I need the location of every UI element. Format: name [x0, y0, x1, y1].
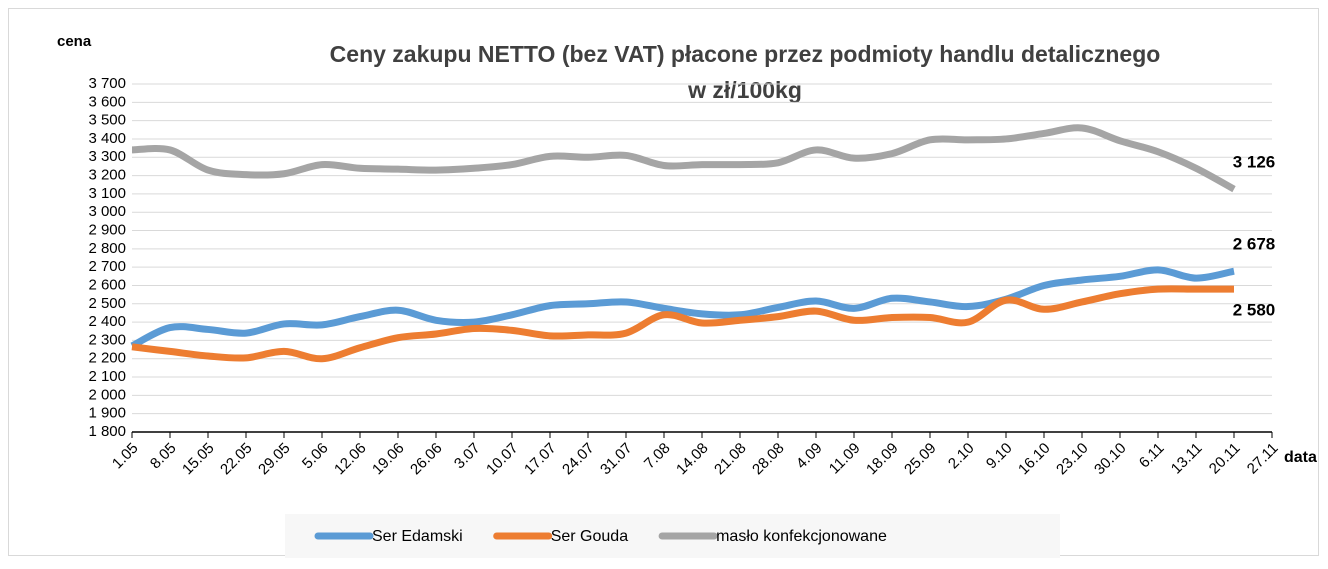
legend-label: Ser Edamski	[372, 528, 463, 545]
x-tick-label: 23.10	[1053, 440, 1092, 479]
x-tick-label: 15.05	[179, 440, 218, 479]
data-label: 3 126	[1233, 153, 1276, 172]
y-tick-label: 2 800	[88, 240, 126, 257]
x-tick-label: 19.06	[369, 440, 408, 479]
chart-frame	[8, 8, 1319, 556]
x-tick-label: 30.10	[1091, 440, 1130, 479]
x-tick-label: 9.10	[983, 440, 1016, 473]
x-tick-label: 11.09	[826, 440, 864, 478]
series-line	[131, 285, 1234, 363]
data-label: 2 580	[1233, 301, 1276, 320]
x-tick-label: 27.11	[1244, 440, 1282, 478]
y-tick-label: 2 700	[88, 258, 126, 275]
chart-title: Ceny zakupu NETTO (bez VAT) płacone prze…	[330, 41, 1161, 67]
legend-label: masło konfekcjonowane	[716, 528, 887, 545]
y-tick-label: 3 400	[88, 130, 126, 147]
series-line	[130, 266, 1235, 350]
y-tick-label: 2 200	[88, 350, 126, 367]
y-tick-label: 2 400	[88, 313, 126, 330]
x-tick-label: 29.05	[255, 440, 294, 479]
x-tick-label: 6.11	[1136, 440, 1168, 472]
y-tick-label: 3 200	[88, 167, 126, 184]
data-label: 2 678	[1233, 235, 1276, 254]
chart-subtitle: w zł/100kg	[687, 77, 802, 103]
x-tick-label: 17.07	[521, 440, 560, 479]
x-tick-label: 22.05	[217, 440, 256, 479]
x-tick-label: 8.05	[147, 440, 180, 473]
y-tick-label: 2 300	[88, 331, 126, 348]
y-tick-label: 2 500	[88, 295, 126, 312]
y-tick-label: 3 300	[88, 148, 126, 165]
y-tick-label: 1 800	[88, 423, 126, 440]
x-tick-label: 18.09	[863, 440, 902, 479]
x-tick-label: 4.09	[793, 440, 826, 473]
x-tick-label: 3.07	[451, 440, 484, 473]
series-line	[131, 124, 1236, 193]
x-tick-label: 2.10	[945, 440, 978, 473]
x-tick-label: 20.11	[1206, 440, 1244, 478]
x-tick-label: 21.08	[711, 440, 750, 479]
y-tick-label: 1 900	[88, 405, 126, 422]
legend-label: Ser Gouda	[551, 528, 628, 545]
x-tick-label: 28.08	[749, 440, 788, 479]
x-tick-label: 13.11	[1168, 440, 1206, 478]
y-tick-label: 3 700	[88, 75, 126, 92]
x-tick-label: 7.08	[641, 440, 674, 473]
x-tick-label: 14.08	[673, 440, 712, 479]
y-tick-label: 2 000	[88, 386, 126, 403]
y-tick-label: 3 500	[88, 112, 126, 129]
y-axis-label: cena	[57, 33, 92, 50]
y-tick-label: 3 600	[88, 93, 126, 110]
x-tick-label: 31.07	[597, 440, 636, 479]
y-tick-label: 2 600	[88, 276, 126, 293]
x-tick-label: 5.06	[299, 440, 332, 473]
x-tick-label: 26.06	[407, 440, 446, 479]
x-tick-label: 1.05	[109, 440, 142, 473]
x-tick-label: 10.07	[483, 440, 522, 479]
x-tick-label: 24.07	[559, 440, 598, 479]
x-axis-label: data	[1284, 449, 1317, 466]
y-tick-label: 2 900	[88, 221, 126, 238]
y-tick-label: 3 000	[88, 203, 126, 220]
y-tick-label: 3 100	[88, 185, 126, 202]
x-tick-label: 12.06	[331, 440, 370, 479]
y-tick-label: 2 100	[88, 368, 126, 385]
x-tick-label: 16.10	[1015, 440, 1054, 479]
x-tick-label: 25.09	[901, 440, 940, 479]
